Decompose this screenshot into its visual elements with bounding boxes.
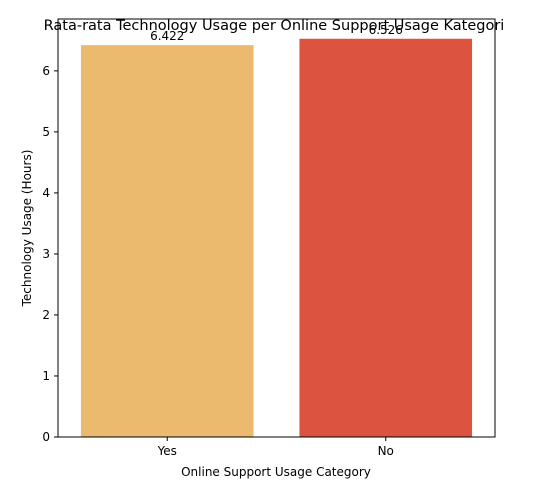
y-tick-label: 4 [42,186,50,200]
bar-yes [80,45,254,437]
chart-title: Rata-rata Technology Usage per Online Su… [44,18,505,34]
y-tick-label: 6 [42,64,50,78]
y-axis-label: Technology Usage (Hours) [20,150,34,308]
y-tick-label: 3 [42,247,50,261]
x-tick-label: No [378,444,394,458]
x-axis-label: Online Support Usage Category [181,465,371,479]
bar-no [299,38,473,438]
y-tick-label: 0 [42,430,50,444]
data-label-yes: 6.422 [150,29,184,43]
value-labels-group: 6.422 6.526 [150,23,403,43]
x-axis-ticks: Yes No [157,437,394,458]
y-tick-label: 1 [42,369,50,383]
data-label-no: 6.526 [369,23,403,37]
y-tick-label: 5 [42,125,50,139]
x-tick-label: Yes [157,444,177,458]
y-tick-label: 2 [42,308,50,322]
plot-frame [57,18,496,438]
bars-group [80,38,473,438]
y-axis-ticks: 0 1 2 3 4 5 6 [42,64,58,444]
